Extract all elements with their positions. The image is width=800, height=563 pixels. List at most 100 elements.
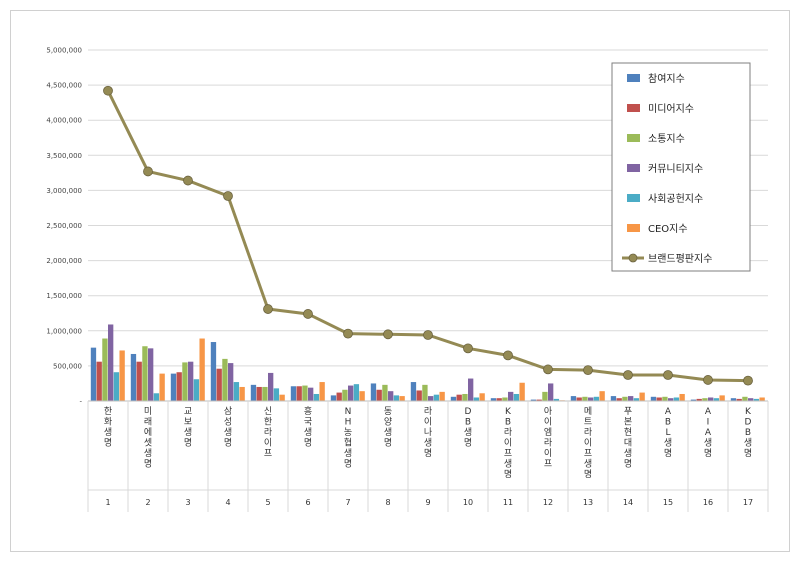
bar	[359, 391, 365, 401]
bar	[279, 394, 285, 401]
bar	[428, 396, 434, 401]
bar	[353, 384, 360, 401]
bar	[748, 398, 754, 401]
bar	[736, 398, 742, 401]
bar	[193, 379, 200, 401]
legend-line-marker	[628, 253, 638, 263]
bar	[639, 392, 645, 401]
bar	[399, 396, 405, 401]
legend-swatch	[627, 104, 640, 112]
bar	[513, 393, 520, 401]
legend-label: 미디어지수	[648, 103, 694, 115]
brand-index-point	[663, 370, 673, 380]
bar	[456, 394, 462, 401]
bar	[719, 395, 725, 401]
bar	[473, 397, 480, 401]
bar	[582, 396, 588, 401]
bar	[610, 396, 617, 401]
x-rank-label: 1	[105, 498, 110, 507]
bar	[313, 393, 320, 401]
brand-index-point	[543, 364, 553, 375]
brand-index-point	[383, 329, 393, 340]
x-rank-label: 9	[425, 498, 430, 507]
legend-label: 참여지수	[648, 73, 685, 85]
bar	[130, 353, 137, 401]
bar	[713, 398, 720, 401]
bar	[668, 398, 674, 401]
bar	[336, 392, 342, 401]
bar	[388, 391, 394, 401]
brand-index-point	[423, 330, 433, 340]
bar	[222, 358, 228, 401]
bar	[742, 396, 748, 401]
x-rank-label: 16	[703, 498, 713, 507]
bar	[182, 362, 188, 401]
bar	[702, 398, 708, 401]
brand-index-point	[303, 309, 313, 319]
bar	[616, 398, 622, 401]
bar	[490, 398, 497, 401]
brand-index-point	[583, 365, 593, 376]
bar	[553, 398, 560, 401]
bar	[433, 394, 440, 401]
bar	[153, 393, 160, 401]
bar	[210, 342, 217, 401]
legend-label: 커뮤니티지수	[648, 163, 703, 175]
bar	[462, 393, 468, 401]
bar	[216, 368, 222, 401]
bar	[708, 397, 714, 401]
bar	[176, 372, 182, 401]
bar	[290, 386, 297, 401]
x-rank-label: 13	[583, 498, 593, 507]
brand-index-point	[223, 191, 233, 201]
bar	[410, 382, 417, 401]
x-rank-label: 3	[185, 498, 190, 507]
bar	[696, 398, 702, 401]
bar	[199, 338, 205, 401]
bar	[108, 324, 114, 401]
bar	[679, 393, 685, 401]
legend-swatch	[627, 224, 640, 232]
legend-swatch	[627, 74, 640, 82]
bar	[159, 373, 165, 401]
bar	[422, 384, 428, 401]
bar	[673, 397, 680, 401]
y-tick-label: 3,500,000	[46, 152, 82, 160]
legend-swatch	[627, 134, 640, 142]
x-rank-label: 12	[543, 498, 553, 507]
legend-swatch	[627, 194, 640, 202]
bar	[262, 386, 268, 401]
bar	[113, 372, 120, 401]
bar	[570, 396, 577, 401]
y-tick-label: 2,500,000	[46, 222, 82, 230]
brand-index-point	[183, 175, 193, 186]
y-tick-label: 3,000,000	[46, 187, 82, 195]
legend-label: 소통지수	[648, 133, 685, 145]
bar	[502, 397, 508, 401]
y-tick-label: 5,000,000	[46, 47, 82, 55]
bar	[148, 348, 154, 401]
bar	[730, 398, 737, 401]
brand-index-point	[103, 85, 113, 96]
bar	[393, 395, 400, 401]
bar	[302, 385, 308, 401]
bar	[622, 396, 628, 401]
brand-index-point	[343, 328, 353, 339]
bar	[370, 383, 377, 401]
bar	[239, 386, 245, 401]
bar	[188, 361, 194, 401]
x-rank-label: 8	[385, 498, 390, 507]
y-tick-label: 1,500,000	[46, 292, 82, 300]
bar	[342, 389, 348, 401]
